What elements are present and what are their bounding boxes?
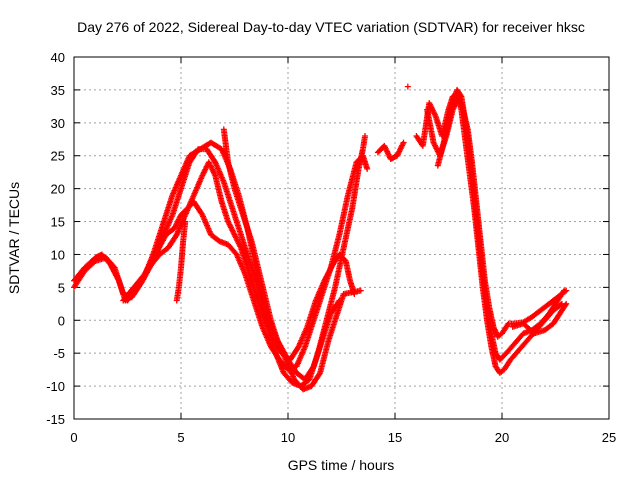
y-tick-label: 20 <box>51 182 65 197</box>
y-tick-label: 35 <box>51 83 65 98</box>
y-tick-label: -10 <box>46 379 65 394</box>
x-tick-label: 20 <box>495 430 509 445</box>
y-tick-label: 30 <box>51 116 65 131</box>
marker-plus <box>509 300 570 337</box>
plot-frame <box>73 56 610 420</box>
marker-plus <box>173 126 364 393</box>
y-tick-label: 0 <box>58 313 65 328</box>
x-tick-label: 5 <box>177 430 184 445</box>
series-trace-G <box>434 86 568 363</box>
data-points <box>71 83 570 393</box>
x-tick-label: 25 <box>602 430 616 445</box>
y-tick-label: 10 <box>51 247 65 262</box>
x-tick-label: 15 <box>388 430 402 445</box>
y-tick-label: 40 <box>51 50 65 65</box>
x-axis-label: GPS time / hours <box>288 457 395 473</box>
y-tick-labels: -15 -10 -5 0 5 10 15 20 25 30 35 40 <box>46 50 65 427</box>
series-trace-H <box>424 96 570 340</box>
y-tick-label: 25 <box>51 149 65 164</box>
y-axis-label: SDTVAR / TECUs <box>6 182 22 294</box>
y-tick-label: 5 <box>58 280 65 295</box>
chart-title: Day 276 of 2022, Sidereal Day-to-day VTE… <box>77 19 585 35</box>
marker-plus <box>434 86 568 363</box>
x-tick-labels: 0 5 10 15 20 25 <box>70 430 616 445</box>
marker-plus <box>424 96 570 340</box>
series-trace-I <box>509 300 570 337</box>
x-tick-label: 10 <box>281 430 295 445</box>
series-trace-E <box>173 126 364 393</box>
x-tick-label: 0 <box>70 430 77 445</box>
y-tick-label: -15 <box>46 412 65 427</box>
y-tick-label: 15 <box>51 215 65 230</box>
y-tick-label: -5 <box>53 346 65 361</box>
